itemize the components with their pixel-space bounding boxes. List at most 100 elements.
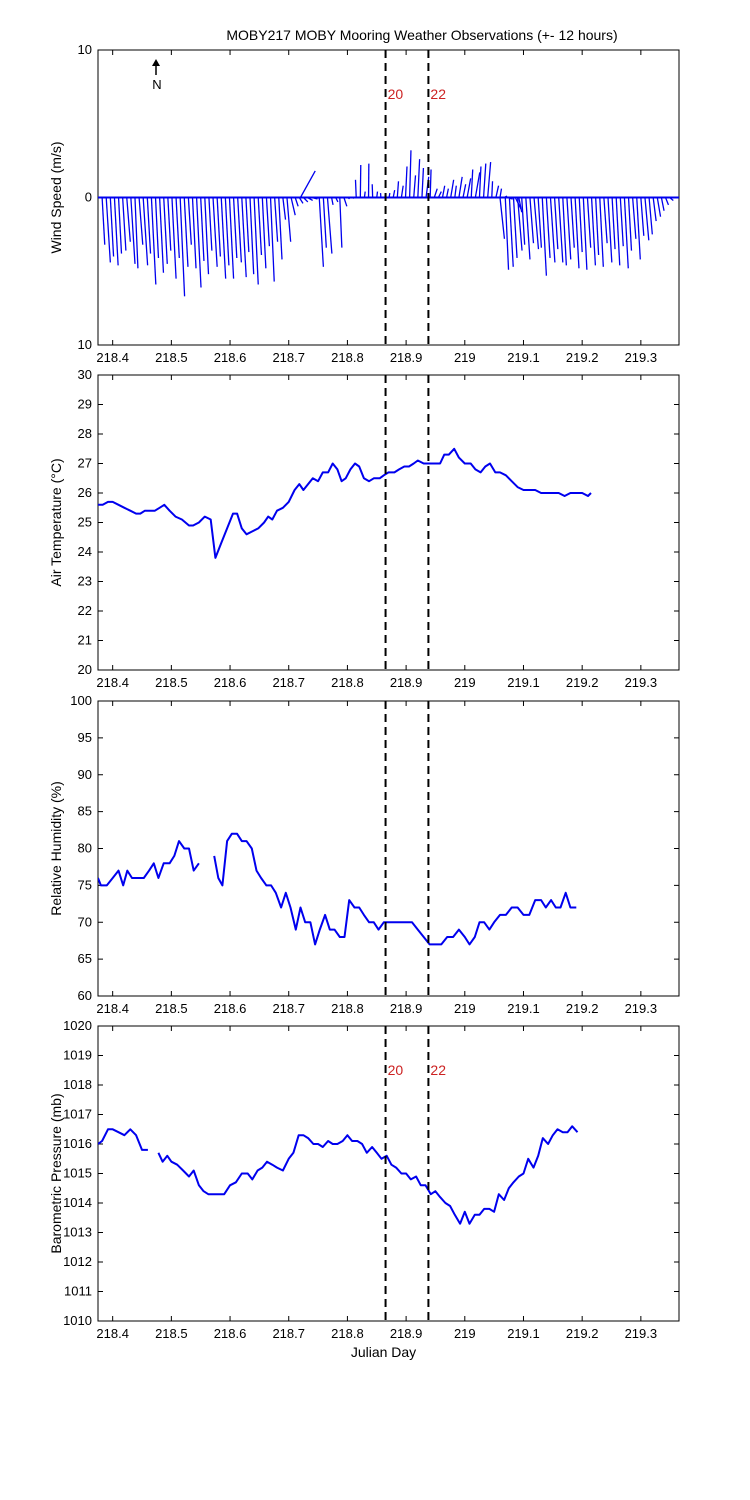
x-tick-label: 219.1 [507, 1326, 540, 1341]
wind-stick [307, 196, 313, 202]
series-line [213, 832, 577, 946]
wind-stick [117, 197, 123, 254]
wind-stick [516, 197, 523, 251]
wind-stick [466, 178, 472, 198]
x-tick-label: 218.7 [272, 1326, 305, 1341]
y-tick-label: 23 [78, 574, 92, 589]
wind-stick [603, 197, 608, 244]
wind-stick [599, 197, 604, 267]
wind-stick [503, 195, 508, 199]
x-tick-label: 218.6 [214, 1326, 247, 1341]
humidity-panel: 60 65 70 75 80 85 90 95 100 218.4 218.5 218.6 218.7 2… [48, 693, 680, 1016]
wind-stick [450, 179, 455, 198]
wind-stick [491, 181, 494, 198]
wind-stick [163, 197, 168, 264]
wind-stick [611, 197, 616, 250]
wind-stick [101, 197, 106, 245]
wind-stick [220, 197, 227, 279]
y-tick-label: 1019 [63, 1048, 92, 1063]
marker-label: 20 [388, 1062, 404, 1078]
y-tick-label: 1020 [63, 1018, 92, 1033]
wind-stick [644, 197, 650, 241]
wind-stick [269, 197, 275, 282]
x-tick-label: 219.2 [566, 1326, 599, 1341]
wind-stick [322, 197, 327, 248]
y-tick-label: 95 [78, 730, 92, 745]
x-tick-label: 219.3 [625, 675, 658, 690]
wind-stick [533, 197, 540, 250]
wind-stick [347, 197, 350, 200]
wind-stick [441, 185, 446, 198]
wind-stick [138, 197, 144, 245]
wind-stick [343, 197, 348, 207]
wind-stick [363, 191, 366, 198]
wind-stick [562, 197, 567, 266]
y-tick-label: 80 [78, 841, 92, 856]
wind-stick [150, 197, 157, 285]
x-tick-label: 218.8 [331, 350, 364, 365]
wind-stick [482, 163, 487, 198]
x-tick-label: 218.8 [331, 675, 364, 690]
wind-stick [212, 197, 218, 267]
y-tick-label: 1010 [63, 1313, 92, 1328]
wind-stick [224, 197, 230, 266]
wind-stick [282, 197, 287, 220]
wind-stick [458, 176, 463, 198]
x-tick-label: 219.2 [566, 1001, 599, 1016]
marker-label: 22 [430, 86, 446, 102]
series-line [98, 840, 200, 887]
y-tick-label: 20 [78, 662, 92, 677]
x-tick-label: 219.1 [507, 675, 540, 690]
x-tick-label: 218.4 [96, 350, 129, 365]
wind-stick [146, 197, 152, 254]
wind-stick [113, 197, 119, 266]
wind-stick [445, 188, 450, 198]
x-tick-label: 218.8 [331, 1001, 364, 1016]
x-tick-label: 218.6 [214, 1001, 247, 1016]
x-tick-label: 218.8 [331, 1326, 364, 1341]
x-axis-label: Julian Day [351, 1344, 416, 1360]
wind-stick [417, 159, 421, 198]
wind-stick [541, 197, 548, 276]
wind-stick [195, 197, 202, 288]
wind-stick [354, 179, 357, 198]
wind-stick [121, 197, 127, 251]
wind-stick [499, 197, 506, 239]
wind-stick [187, 197, 192, 245]
wind-stick [508, 197, 514, 267]
x-tick-label: 218.6 [214, 350, 247, 365]
wind-stick [549, 197, 556, 263]
wind-stick [574, 197, 580, 269]
data-layer [98, 150, 679, 297]
wind-stick [249, 197, 255, 275]
y-tick-label: 100 [70, 693, 92, 708]
wind-stick [652, 197, 657, 222]
wind-stick [388, 192, 391, 198]
y-tick-label: 1014 [63, 1195, 92, 1210]
x-tick-label: 218.9 [390, 675, 423, 690]
wind-stick [495, 185, 500, 198]
wind-stick [640, 197, 645, 236]
wind-stick [302, 197, 309, 203]
wind-stick [335, 197, 339, 203]
wind-stick [474, 172, 481, 198]
wind-stick [470, 169, 474, 198]
wind-stick [586, 197, 592, 248]
wind-stick [404, 166, 408, 198]
wind-stick [154, 197, 160, 259]
wind-stick [553, 197, 559, 250]
x-tick-label: 219 [454, 1326, 476, 1341]
pressure-panel: 1010 1011 1012 1013 1014 1015 1016 1017 1018 1019… [48, 1018, 680, 1360]
y-tick-label: 75 [78, 877, 92, 892]
wind-stick [204, 197, 210, 275]
wind-stick [299, 170, 316, 198]
wind-stick [237, 197, 243, 263]
wind-stick [570, 197, 575, 248]
wind-stick [487, 162, 492, 198]
x-tick-label: 218.7 [272, 350, 305, 365]
wind-stick [437, 191, 442, 198]
wind-stick [454, 185, 457, 198]
wind-stick [518, 197, 523, 213]
wind-stick [257, 197, 263, 256]
